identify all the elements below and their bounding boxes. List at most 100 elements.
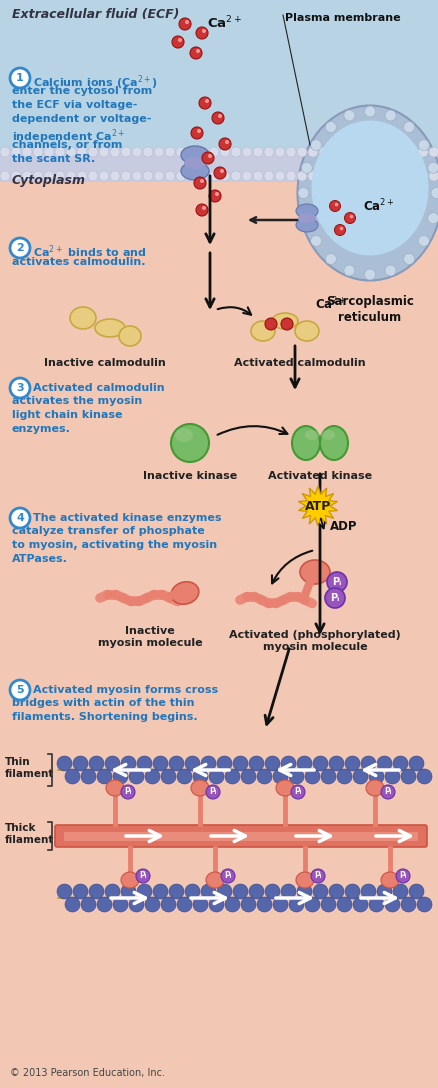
Circle shape [352,897,367,912]
Text: Thick
filament: Thick filament [5,823,54,845]
Text: Inactive kinase: Inactive kinase [142,471,237,481]
Ellipse shape [380,871,398,888]
Circle shape [218,114,222,118]
Circle shape [105,756,120,771]
Circle shape [310,139,321,150]
Circle shape [417,235,428,246]
Circle shape [177,769,191,784]
Ellipse shape [365,780,383,796]
Text: Activated (phosphorylated)
myosin molecule: Activated (phosphorylated) myosin molecu… [229,630,400,653]
Text: Inactive
myosin molecule: Inactive myosin molecule [98,626,202,648]
Circle shape [384,265,395,276]
Circle shape [288,897,303,912]
Circle shape [376,756,391,771]
FancyBboxPatch shape [57,769,424,771]
Ellipse shape [319,426,347,460]
Circle shape [326,572,346,592]
Circle shape [193,769,208,784]
Circle shape [351,171,361,181]
Text: 3: 3 [16,383,24,393]
Text: Activated myosin forms cross: Activated myosin forms cross [33,685,218,695]
Circle shape [225,897,240,912]
Circle shape [297,171,306,181]
Circle shape [44,147,54,157]
Circle shape [240,769,255,784]
Circle shape [384,171,394,181]
Ellipse shape [295,218,317,232]
Circle shape [145,769,159,784]
Circle shape [233,883,247,899]
Circle shape [219,171,230,181]
Circle shape [198,97,211,109]
Circle shape [212,112,223,124]
Circle shape [344,212,355,223]
Circle shape [172,36,184,48]
Circle shape [208,171,219,181]
Circle shape [416,769,431,784]
Circle shape [336,897,351,912]
Circle shape [215,191,219,196]
Circle shape [153,756,168,771]
FancyBboxPatch shape [55,825,426,846]
Circle shape [290,786,304,799]
Circle shape [241,171,251,181]
Circle shape [406,147,416,157]
Circle shape [33,171,43,181]
Circle shape [154,147,164,157]
Circle shape [248,756,263,771]
Text: 1: 1 [16,73,24,83]
Circle shape [208,769,223,784]
Circle shape [349,214,353,219]
Circle shape [343,110,354,121]
Circle shape [256,769,272,784]
Circle shape [230,171,240,181]
Circle shape [208,190,220,202]
Circle shape [339,226,343,231]
Circle shape [344,883,359,899]
Circle shape [364,106,374,118]
Circle shape [225,140,229,144]
Circle shape [304,897,319,912]
Circle shape [256,897,272,912]
Circle shape [161,897,176,912]
Circle shape [297,756,311,771]
Circle shape [129,897,144,912]
Circle shape [161,769,176,784]
Circle shape [297,147,306,157]
Circle shape [392,756,407,771]
Circle shape [169,883,184,899]
Circle shape [99,147,109,157]
Circle shape [213,166,226,180]
Circle shape [89,883,104,899]
Circle shape [310,869,324,883]
Circle shape [216,883,231,899]
Circle shape [193,897,208,912]
Circle shape [110,171,120,181]
Circle shape [198,147,208,157]
Ellipse shape [180,146,208,164]
Text: ATP: ATP [304,499,330,512]
Circle shape [11,147,21,157]
Circle shape [320,897,335,912]
Ellipse shape [320,430,334,440]
Ellipse shape [291,426,319,460]
Circle shape [208,154,212,158]
Circle shape [57,756,72,771]
Circle shape [252,171,262,181]
Circle shape [153,883,168,899]
Circle shape [143,147,153,157]
Circle shape [416,897,431,912]
Circle shape [121,883,136,899]
Circle shape [280,318,292,330]
Text: filaments. Shortening begins.: filaments. Shortening begins. [12,712,197,722]
Circle shape [220,869,234,883]
Circle shape [360,883,375,899]
Circle shape [384,769,399,784]
Circle shape [252,147,262,157]
Circle shape [121,786,135,799]
Circle shape [184,883,200,899]
Text: Activated calmodulin: Activated calmodulin [233,358,365,368]
Circle shape [225,769,240,784]
Circle shape [105,883,120,899]
Text: Pᵢ: Pᵢ [124,788,131,796]
